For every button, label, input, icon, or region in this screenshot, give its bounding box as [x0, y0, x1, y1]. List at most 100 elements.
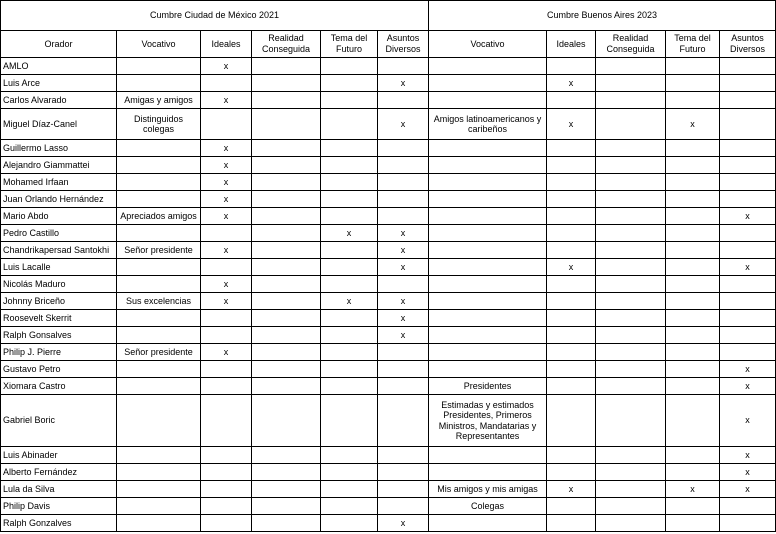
realidad-mx-cell [251, 292, 321, 310]
ideales-mx-cell: x [200, 57, 252, 75]
realidad-ba-cell [595, 207, 667, 225]
asuntos-ba-cell [719, 91, 776, 109]
asuntos-ba-cell: x [719, 207, 776, 225]
vocativo-mx-cell [116, 360, 201, 378]
vocativo-ba-cell [428, 139, 548, 157]
orador-cell: Mario Abdo [0, 207, 117, 225]
vocativo-mx-cell [116, 275, 201, 293]
vocativo-ba-cell [428, 275, 548, 293]
tema-ba-cell [665, 74, 721, 92]
asuntos-mx-cell [376, 497, 430, 515]
asuntos-mx-cell [376, 360, 430, 378]
orador-cell: Gustavo Petro [0, 360, 117, 378]
realidad-mx-cell [251, 91, 321, 109]
vocativo-mx-cell: Amigas y amigos [116, 91, 201, 109]
asuntos-mx-cell [376, 207, 430, 225]
realidad-mx-cell [251, 108, 321, 140]
ideales-mx-cell [200, 108, 252, 140]
tema-ba-cell [665, 497, 721, 515]
vocativo-mx-cell [116, 258, 201, 276]
vocativo-ba-cell: Presidentes [428, 377, 548, 395]
realidad-mx-cell [251, 463, 321, 481]
summit-mexico-header: Cumbre Ciudad de México 2021 [0, 0, 430, 31]
asuntos-ba-cell [719, 156, 776, 174]
table-row: Philip J. Pierre Señor presidente x [0, 343, 776, 361]
table-row: AMLO x [0, 57, 776, 75]
ideales-mx-cell [200, 360, 252, 378]
ideales-mx-cell [200, 326, 252, 344]
col-ideales-mx: Ideales [200, 30, 252, 58]
ideales-mx-cell [200, 497, 252, 515]
realidad-ba-cell [595, 190, 667, 208]
tema-ba-cell: x [665, 108, 721, 140]
vocativo-ba-cell: Colegas [428, 497, 548, 515]
ideales-ba-cell [546, 91, 597, 109]
realidad-mx-cell [251, 241, 321, 259]
ideales-mx-cell [200, 446, 252, 464]
asuntos-mx-cell [376, 394, 430, 447]
ideales-ba-cell [546, 292, 597, 310]
tema-mx-cell [320, 139, 378, 157]
asuntos-mx-cell: x [376, 241, 430, 259]
table-row: Alejandro Giammattei x [0, 156, 776, 174]
tema-mx-cell [320, 108, 378, 140]
tema-mx-cell [320, 446, 378, 464]
tema-mx-cell [320, 241, 378, 259]
vocativo-ba-cell: Mis amigos y mis amigas [428, 480, 548, 498]
table-row: Ralph Gonsalves x [0, 326, 776, 344]
vocativo-ba-cell [428, 190, 548, 208]
asuntos-mx-cell [376, 377, 430, 395]
realidad-ba-cell [595, 309, 667, 327]
tema-ba-cell [665, 190, 721, 208]
tema-ba-cell [665, 173, 721, 191]
ideales-ba-cell [546, 360, 597, 378]
realidad-mx-cell [251, 360, 321, 378]
realidad-ba-cell [595, 57, 667, 75]
tema-mx-cell [320, 360, 378, 378]
vocativo-mx-cell [116, 326, 201, 344]
ideales-mx-cell: x [200, 190, 252, 208]
realidad-mx-cell [251, 57, 321, 75]
tema-ba-cell [665, 514, 721, 532]
ideales-mx-cell: x [200, 241, 252, 259]
ideales-ba-cell: x [546, 108, 597, 140]
tema-ba-cell [665, 343, 721, 361]
orador-cell: Alejandro Giammattei [0, 156, 117, 174]
realidad-mx-cell [251, 497, 321, 515]
tema-mx-cell [320, 394, 378, 447]
realidad-ba-cell [595, 241, 667, 259]
orador-cell: Miguel Díaz-Canel [0, 108, 117, 140]
ideales-mx-cell [200, 394, 252, 447]
realidad-ba-cell [595, 394, 667, 447]
tema-mx-cell [320, 497, 378, 515]
col-vocativo-mx: Vocativo [116, 30, 201, 58]
table-row: Luis Abinader x [0, 446, 776, 464]
ideales-ba-cell [546, 446, 597, 464]
tema-ba-cell [665, 57, 721, 75]
ideales-ba-cell [546, 241, 597, 259]
vocativo-mx-cell [116, 497, 201, 515]
table-row: Philip Davis Colegas [0, 497, 776, 515]
asuntos-ba-cell: x [719, 394, 776, 447]
tema-mx-cell [320, 463, 378, 481]
vocativo-mx-cell [116, 463, 201, 481]
asuntos-mx-cell: x [376, 292, 430, 310]
orador-cell: Luis Abinader [0, 446, 117, 464]
realidad-mx-cell [251, 74, 321, 92]
vocativo-mx-cell [116, 74, 201, 92]
realidad-ba-cell [595, 156, 667, 174]
realidad-ba-cell [595, 139, 667, 157]
ideales-ba-cell [546, 190, 597, 208]
realidad-ba-cell [595, 360, 667, 378]
realidad-mx-cell [251, 326, 321, 344]
orador-cell: Xiomara Castro [0, 377, 117, 395]
ideales-ba-cell [546, 309, 597, 327]
realidad-ba-cell [595, 108, 667, 140]
vocativo-mx-cell [116, 377, 201, 395]
orador-cell: Roosevelt Skerrit [0, 309, 117, 327]
tema-ba-cell [665, 326, 721, 344]
tema-mx-cell [320, 156, 378, 174]
vocativo-mx-cell [116, 394, 201, 447]
orador-cell: Luis Lacalle [0, 258, 117, 276]
vocativo-mx-cell: Apreciados amigos [116, 207, 201, 225]
